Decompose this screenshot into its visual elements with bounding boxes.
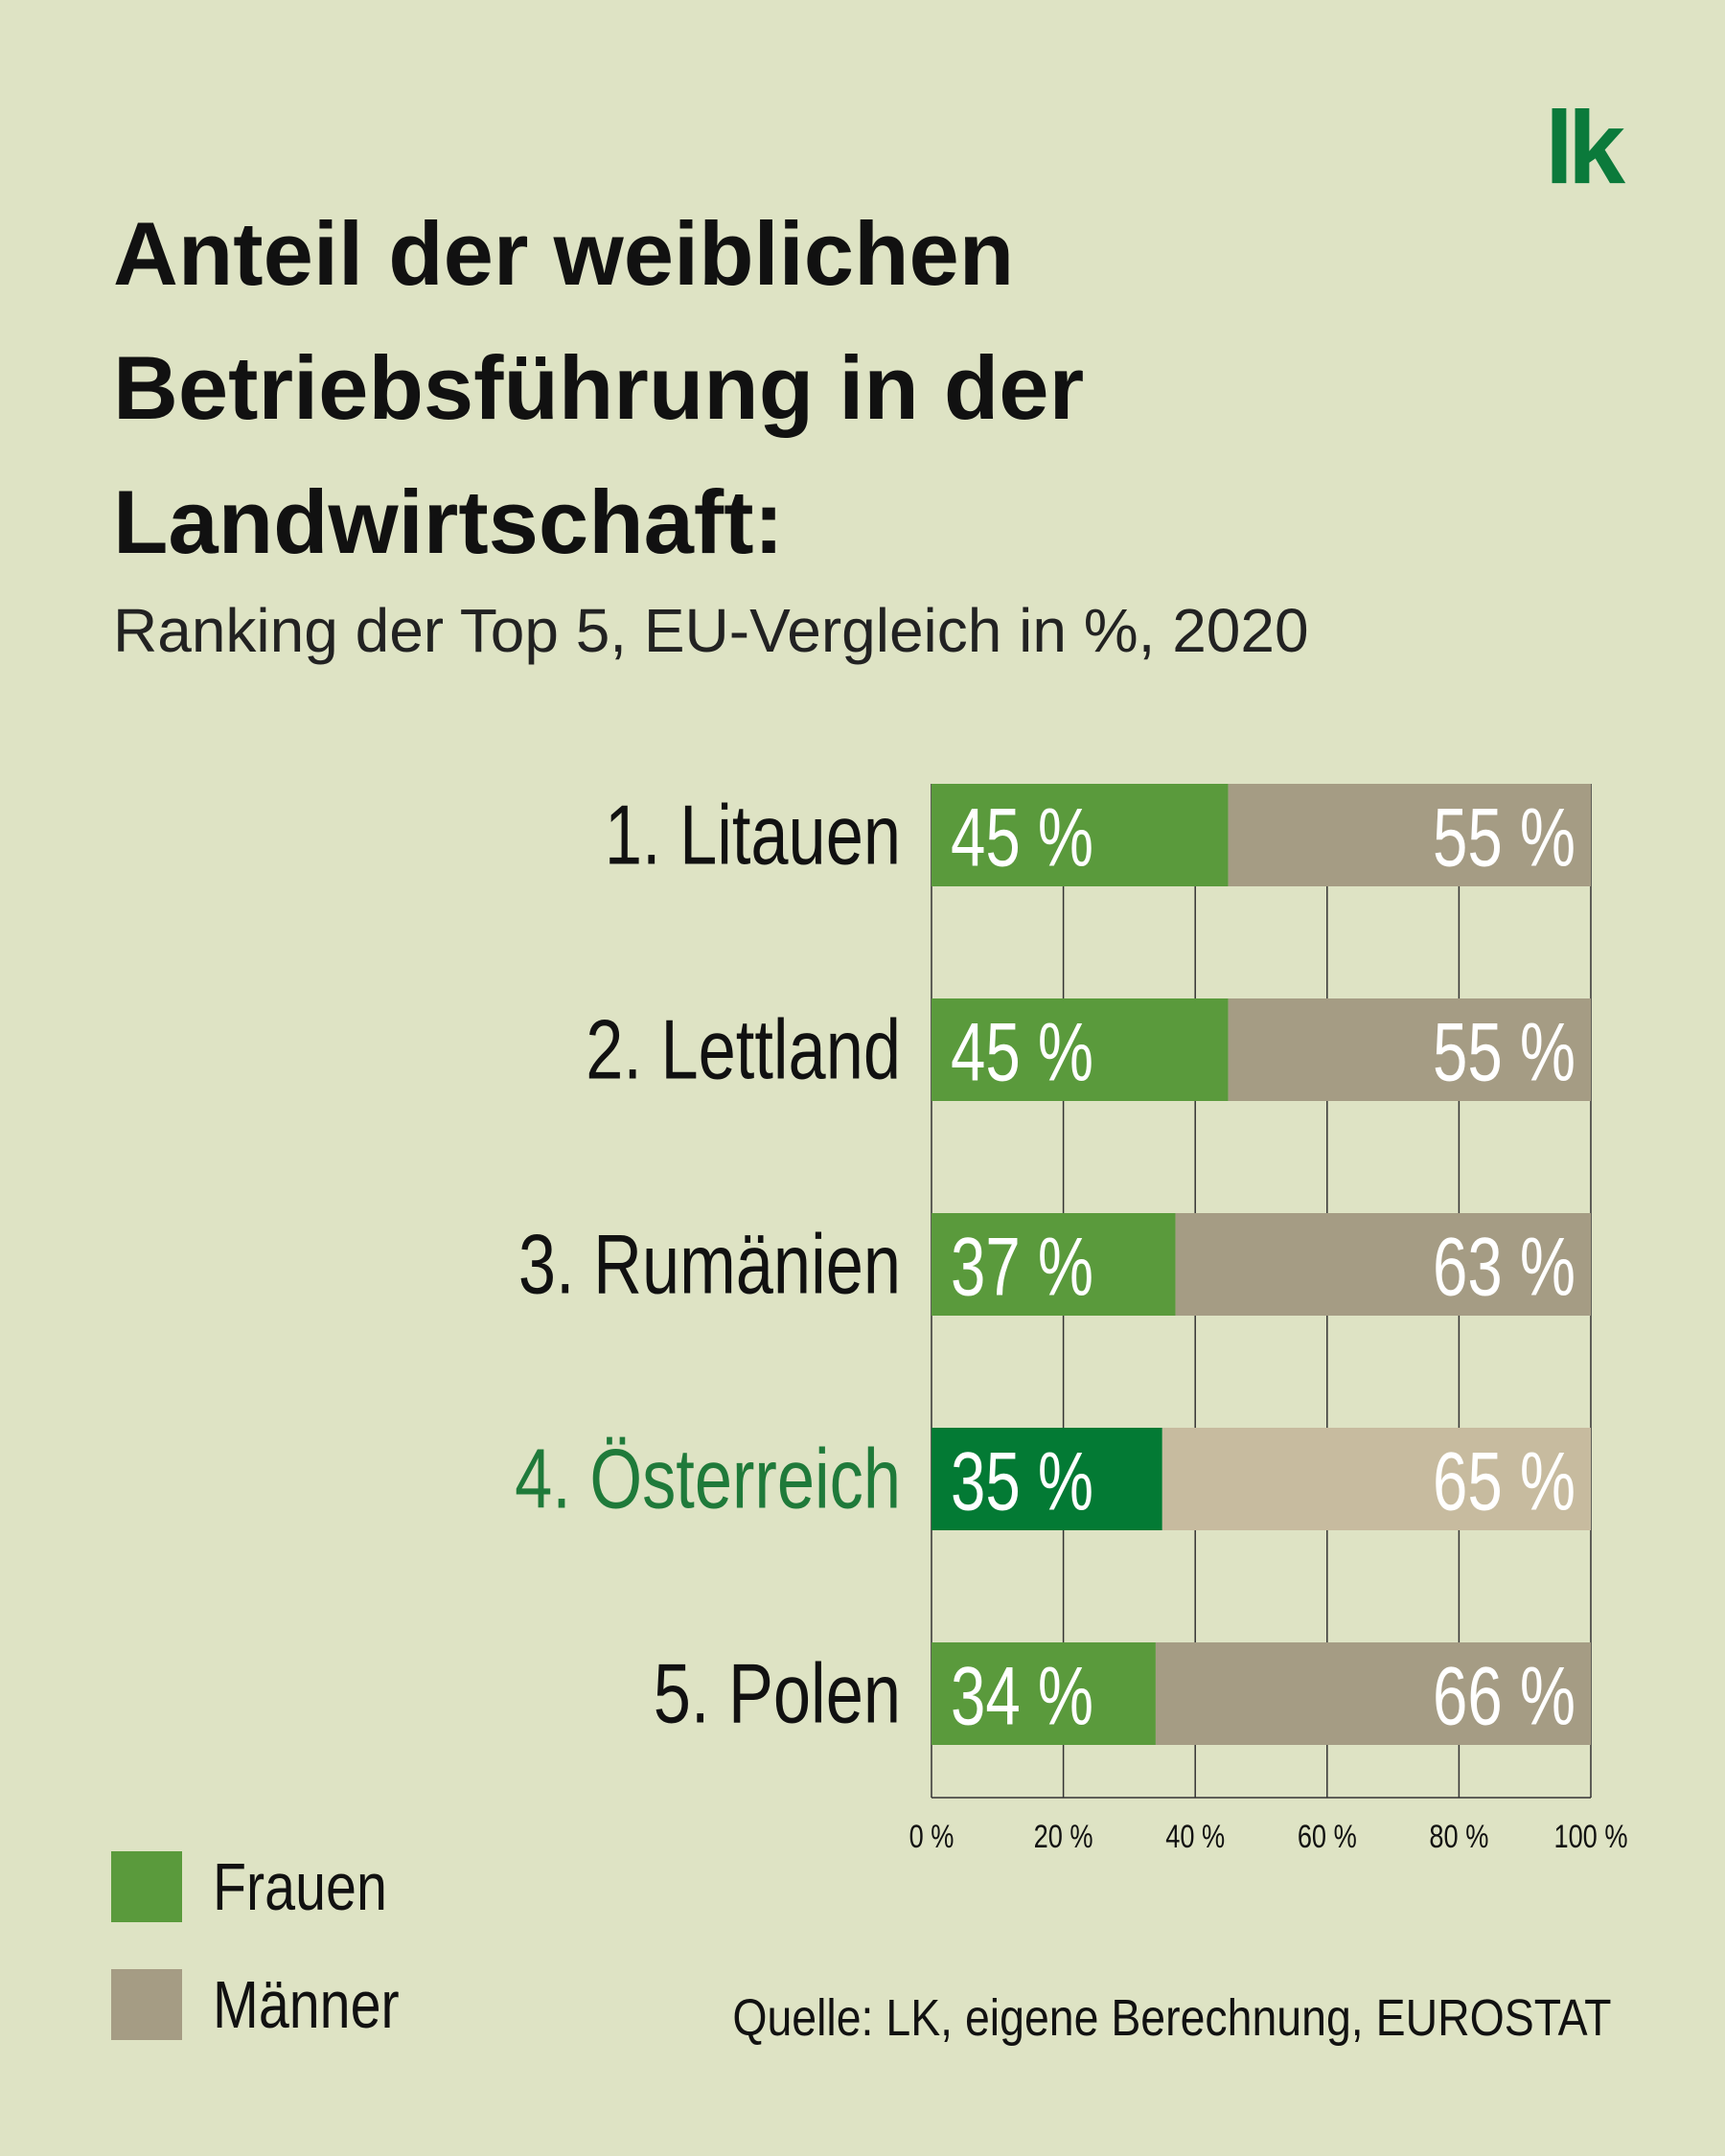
- title-line-1: Anteil der weiblichen: [113, 203, 1015, 304]
- legend-item-frauen: Frauen: [111, 1849, 426, 1924]
- chart-subtitle: Ranking der Top 5, EU-Vergleich in %, 20…: [113, 596, 1309, 665]
- category-label: 2. Lettland: [586, 1002, 901, 1096]
- source-note: Quelle: LK, eigene Berechnung, EUROSTAT: [732, 1989, 1612, 2047]
- category-label: 1. Litauen: [605, 788, 901, 882]
- data-label-frauen: 37 %: [951, 1222, 1093, 1314]
- bar-maenner: [1155, 1642, 1591, 1745]
- chart-title: Anteil der weiblichen Betriebsführung in…: [113, 187, 1551, 589]
- data-label-frauen: 45 %: [951, 1007, 1093, 1099]
- bar-frauen: [932, 998, 1229, 1101]
- x-tick-label: 40 %: [1165, 1818, 1225, 1855]
- lk-logo: lk: [1545, 89, 1625, 205]
- title-line-3: Landwirtschaft:: [113, 471, 784, 572]
- title-line-2: Betriebsführung in der: [113, 337, 1085, 438]
- bar-maenner: [1162, 1428, 1591, 1530]
- bar-maenner: [1228, 998, 1591, 1101]
- bar-frauen: [932, 1642, 1156, 1745]
- legend-label-maenner: Männer: [213, 1967, 400, 2042]
- category-label: 4. Österreich: [515, 1432, 901, 1525]
- data-label-maenner: 55 %: [1433, 792, 1576, 884]
- bar-frauen: [932, 1428, 1162, 1530]
- x-tick-label: 0 %: [909, 1818, 954, 1855]
- legend-swatch-frauen: [111, 1851, 182, 1922]
- bar-maenner: [1175, 1213, 1591, 1316]
- data-label-frauen: 34 %: [951, 1651, 1093, 1743]
- category-label: 5. Polen: [654, 1646, 901, 1740]
- category-label: 3. Rumänien: [518, 1217, 901, 1311]
- x-tick-label: 100 %: [1553, 1818, 1627, 1855]
- x-tick-label: 80 %: [1429, 1818, 1488, 1855]
- bar-maenner: [1228, 784, 1591, 886]
- bar-frauen: [932, 1213, 1176, 1316]
- data-label-maenner: 65 %: [1433, 1436, 1576, 1528]
- legend-item-maenner: Männer: [111, 1967, 440, 2042]
- x-tick-label: 20 %: [1034, 1818, 1093, 1855]
- bar-frauen: [932, 784, 1229, 886]
- legend-swatch-maenner: [111, 1969, 182, 2040]
- data-label-frauen: 45 %: [951, 792, 1093, 884]
- data-label-maenner: 66 %: [1433, 1651, 1576, 1743]
- data-label-frauen: 35 %: [951, 1436, 1093, 1528]
- legend-label-frauen: Frauen: [213, 1849, 387, 1924]
- data-label-maenner: 63 %: [1433, 1222, 1576, 1314]
- x-tick-label: 60 %: [1298, 1818, 1357, 1855]
- data-label-maenner: 55 %: [1433, 1007, 1576, 1099]
